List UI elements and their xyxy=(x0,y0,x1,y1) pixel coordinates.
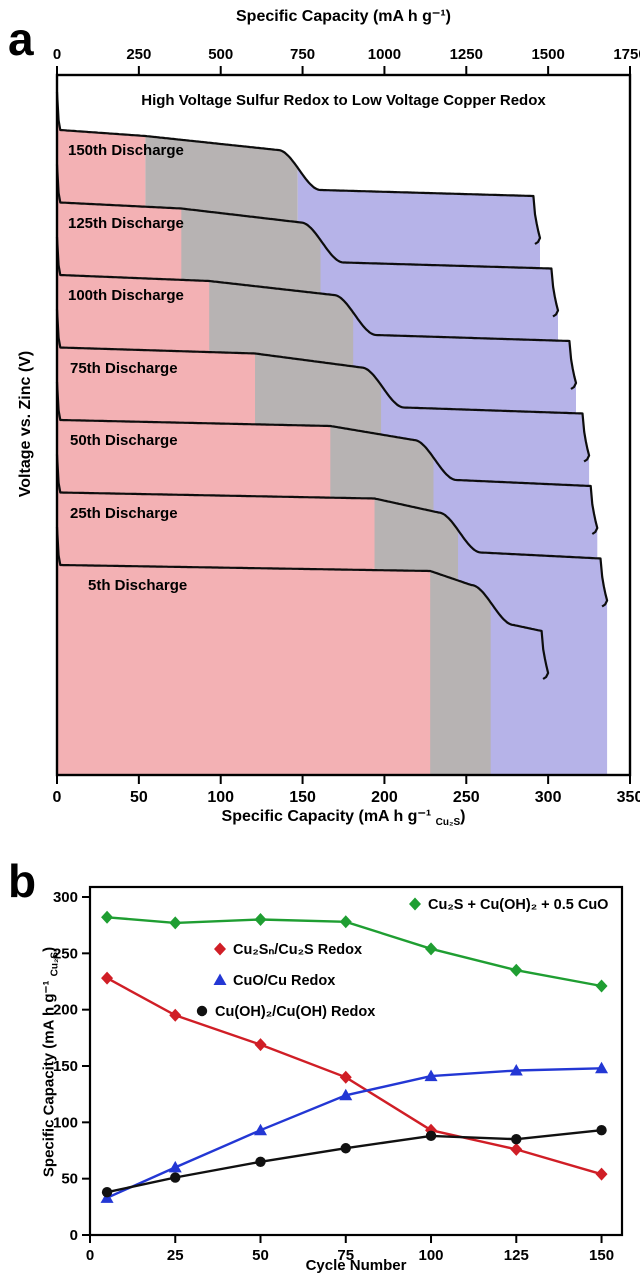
svg-text:150: 150 xyxy=(589,1247,614,1264)
svg-text:350: 350 xyxy=(617,789,640,806)
legend: Cu₂S + Cu(OH)₂ + 0.5 CuO Cu₂Sₙ/Cu₂S Redox… xyxy=(196,897,608,1020)
svg-text:0: 0 xyxy=(53,789,62,806)
discharge-curves xyxy=(55,91,609,680)
series-0 xyxy=(101,910,608,993)
svg-text:750: 750 xyxy=(290,46,315,63)
discharge-label-50th: 50th Discharge xyxy=(70,432,178,449)
panel-b-letter: b xyxy=(8,855,37,907)
discharge-region-fills xyxy=(57,92,608,775)
svg-text:0: 0 xyxy=(53,46,61,63)
svg-text:CuO/Cu Redox: CuO/Cu Redox xyxy=(233,973,335,989)
svg-text:25: 25 xyxy=(167,1247,184,1264)
svg-text:150: 150 xyxy=(289,789,316,806)
discharge-label-5th: 5th Discharge xyxy=(88,577,188,594)
svg-text:150: 150 xyxy=(53,1058,78,1075)
svg-text:1000: 1000 xyxy=(368,46,401,63)
svg-text:1250: 1250 xyxy=(450,46,483,63)
bottom-axis-title-main: Specific Capacity (mA h g⁻¹ xyxy=(221,808,436,825)
panel-a-letter: a xyxy=(8,13,34,65)
panel-a-top-axis-title: Specific Capacity (mA h g⁻¹) xyxy=(236,8,451,25)
panel-b-x-axis-title: Cycle Number xyxy=(305,1257,407,1274)
discharge-label-75th: 75th Discharge xyxy=(70,360,178,377)
b-y-title-close: ) xyxy=(40,946,58,952)
svg-text:125: 125 xyxy=(504,1247,529,1264)
svg-text:200: 200 xyxy=(53,1002,78,1019)
y-axis-ticks: 0 50 100 150 200 250 300 xyxy=(53,889,90,1244)
svg-text:100: 100 xyxy=(53,1114,78,1131)
bottom-axis-ticks: 0 50 100 150 200 250 300 350 xyxy=(53,775,640,806)
svg-text:200: 200 xyxy=(371,789,398,806)
svg-text:Cu₂S + Cu(OH)₂ + 0.5 CuO: Cu₂S + Cu(OH)₂ + 0.5 CuO xyxy=(428,897,608,913)
svg-text:50: 50 xyxy=(61,1171,78,1188)
discharge-label-100th: 100th Discharge xyxy=(68,287,184,304)
svg-text:0: 0 xyxy=(70,1227,78,1244)
series-3 xyxy=(101,1125,607,1198)
bottom-axis-title-sub: Cu₂S xyxy=(435,817,461,829)
plot-frame-b xyxy=(88,885,624,1237)
panel-a-y-axis-title: Voltage vs. Zinc (V) xyxy=(17,350,34,498)
discharge-label-150th: 150th Discharge xyxy=(68,142,184,159)
svg-text:Cu(OH)₂/Cu(OH) Redox: Cu(OH)₂/Cu(OH) Redox xyxy=(215,1004,375,1020)
x-axis-ticks: 0 25 50 75 100 125 150 xyxy=(86,1235,614,1264)
panel-b-chart: 0 25 50 75 100 125 150 0 50 100 150 200 250 300 Cu₂S +… xyxy=(53,885,624,1264)
svg-text:250: 250 xyxy=(126,46,151,63)
svg-text:100: 100 xyxy=(207,789,234,806)
svg-text:100: 100 xyxy=(419,1247,444,1264)
svg-text:250: 250 xyxy=(53,945,78,962)
bottom-axis-title-close: ) xyxy=(460,808,466,825)
svg-text:250: 250 xyxy=(453,789,480,806)
svg-text:50: 50 xyxy=(252,1247,269,1264)
svg-text:75: 75 xyxy=(337,1247,354,1264)
discharge-label-125th: 125th Discharge xyxy=(68,215,184,232)
svg-text:300: 300 xyxy=(535,789,562,806)
b-y-title-sub: Cu₂S xyxy=(49,951,61,977)
svg-text:0: 0 xyxy=(86,1247,94,1264)
svg-text:500: 500 xyxy=(208,46,233,63)
svg-text:Cu₂Sₙ/Cu₂S Redox: Cu₂Sₙ/Cu₂S Redox xyxy=(233,942,362,958)
b-y-title-main: Specific Capacity (mA h g⁻¹ xyxy=(40,976,58,1178)
panel-b-y-axis-title: Specific Capacity (mA h g⁻¹ Cu₂S) xyxy=(40,947,61,1177)
plot-frame-a xyxy=(55,73,632,777)
svg-text:300: 300 xyxy=(53,889,78,906)
svg-text:1500: 1500 xyxy=(531,46,564,63)
panel-a-inner-title: High Voltage Sulfur Redox to Low Voltage… xyxy=(141,92,546,109)
discharge-label-25th: 25th Discharge xyxy=(70,505,178,522)
panel-a-bottom-axis-title: Specific Capacity (mA h g⁻¹ Cu₂S) xyxy=(57,806,630,828)
svg-text:50: 50 xyxy=(130,789,148,806)
